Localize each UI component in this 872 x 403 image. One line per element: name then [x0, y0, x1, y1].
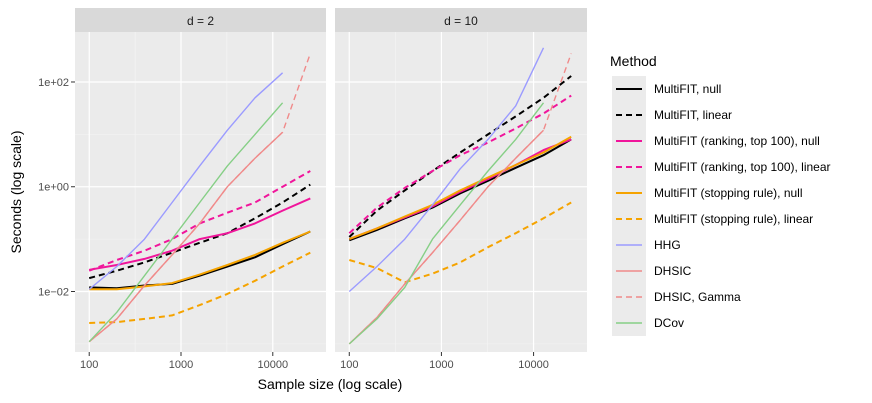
- series-line-7-panel-1: [88, 72, 284, 290]
- x-axis-title: Sample size (log scale): [258, 376, 403, 392]
- series-line-10-panel-2: [348, 102, 545, 345]
- x-tick-label: 100: [340, 359, 358, 371]
- x-tick-label: 10000: [518, 359, 549, 371]
- y-tick-label: 1e+02: [38, 77, 69, 89]
- legend-item-label: MultiFIT (ranking, top 100), linear: [654, 160, 831, 174]
- y-tick-label: 1e+00: [38, 182, 69, 194]
- series-line-1-panel-2: [348, 138, 572, 242]
- legend-item-label: MultiFIT (ranking, top 100), null: [654, 134, 820, 148]
- y-tick-label: 1e−02: [38, 287, 69, 299]
- panel-strip: [335, 8, 587, 32]
- legend-item-label: MultiFIT, null: [654, 82, 721, 96]
- series-line-3-panel-1: [89, 197, 311, 271]
- series-line-6-panel-2: [349, 201, 572, 284]
- series-line-5-panel-2: [348, 135, 572, 241]
- series-line-9-panel-2: [348, 53, 572, 345]
- legend-item-label: DHSIC: [654, 264, 692, 278]
- legend: Method MultiFIT, null MultiFIT, linear Mult…: [610, 53, 831, 336]
- series-line-5-panel-1: [89, 230, 311, 291]
- series-line-6-panel-1: [89, 251, 311, 324]
- legend-item-label: MultiFIT (stopping rule), linear: [654, 212, 813, 226]
- x-tick-label: 100: [80, 359, 98, 371]
- legend-item-label: MultiFIT (stopping rule), null: [654, 186, 803, 200]
- panel-1: d = 2 100 1000 10000: [75, 8, 326, 371]
- series-line-7-panel-2: [348, 47, 545, 293]
- legend-title: Method: [610, 53, 657, 69]
- panel-strip-label: d = 2: [187, 14, 214, 28]
- legend-item-label: DHSIC, Gamma: [654, 290, 741, 304]
- series-line-10-panel-1: [88, 102, 284, 343]
- legend-item-label: MultiFIT, linear: [654, 108, 732, 122]
- x-tick-label: 1000: [429, 359, 453, 371]
- series-line-9-panel-1: [88, 53, 311, 343]
- panel-strip: [75, 8, 326, 32]
- y-axis-title: Seconds (log scale): [8, 131, 24, 254]
- panel-background: [75, 32, 326, 352]
- x-tick-label: 10000: [257, 359, 288, 371]
- legend-item-label: HHG: [654, 238, 681, 252]
- panel-strip-label: d = 10: [444, 14, 478, 28]
- legend-item-label: DCov: [654, 316, 684, 330]
- x-tick-label: 1000: [169, 359, 193, 371]
